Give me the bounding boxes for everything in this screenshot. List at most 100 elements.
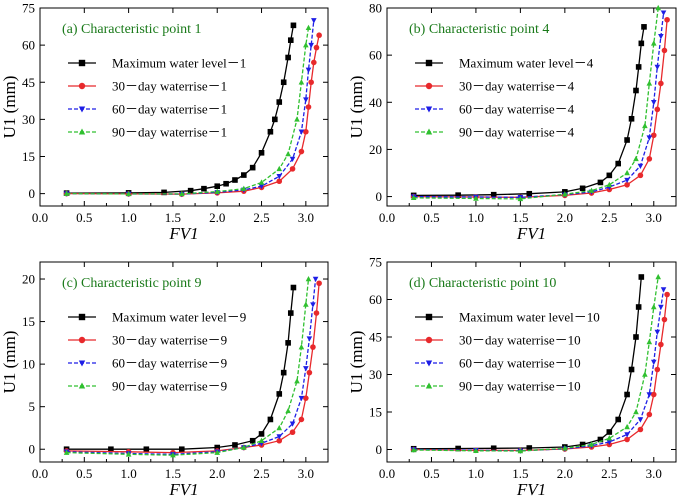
data-point [633, 408, 639, 415]
chart-panel-1: 0.0 0.5 1.0 1.5 2.0 2.5 3.0 0 15 30 45 60 75 FV1 U1 (m… [0, 1, 329, 243]
legend-entry: Maximum water level－1 [68, 56, 246, 71]
data-point [628, 366, 635, 373]
data-point [232, 177, 238, 183]
data-point [624, 436, 630, 443]
data-point [664, 291, 670, 298]
data-point [276, 391, 283, 397]
data-point [280, 369, 287, 376]
x-tick-label: 0.0 [32, 466, 48, 481]
data-point [316, 32, 322, 39]
plot-frame [39, 261, 329, 463]
y-tick-label: 15 [22, 149, 35, 164]
panel-title: (c) Characteristic point 9 [62, 276, 202, 291]
x-tick-label: 2.5 [601, 210, 617, 225]
series-line [66, 287, 295, 450]
x-tick-label: 2.5 [253, 210, 269, 225]
data-point [660, 287, 667, 293]
legend-entry: 60－day waterrise－9 [68, 356, 227, 371]
y-tick-label: 60 [369, 48, 382, 63]
legend-entry: 30－day waterrise－1 [68, 79, 227, 94]
legend-marker [78, 336, 86, 344]
data-point [588, 187, 595, 193]
data-point [624, 169, 630, 176]
panel-title: (a) Characteristic point 1 [62, 22, 202, 37]
y-axis-label: U1 (mm) [347, 331, 366, 394]
y-tick-label: 15 [22, 314, 35, 329]
data-point [615, 416, 621, 423]
series-line [66, 25, 295, 194]
data-point [161, 189, 167, 196]
legend-entry: 90－day waterrise－4 [415, 125, 575, 140]
x-tick-label: 1.5 [512, 210, 528, 225]
data-point [285, 407, 291, 414]
data-point [637, 172, 644, 179]
data-point [633, 334, 639, 340]
data-point [624, 181, 630, 188]
data-point [214, 183, 221, 189]
y-tick-label: 20 [22, 272, 35, 287]
data-point [298, 129, 305, 135]
data-point [526, 445, 533, 451]
data-point [241, 172, 247, 178]
data-point [214, 449, 221, 455]
data-point [290, 284, 297, 291]
data-point [654, 366, 661, 373]
data-point [526, 190, 533, 197]
data-point [249, 164, 256, 171]
legend-label: 30－day waterrise－1 [112, 79, 227, 94]
legend-entry: 90－day waterrise－10 [415, 379, 581, 394]
x-tick-label: 0.0 [32, 210, 48, 225]
data-point [214, 188, 221, 194]
chart-panel-3: 0.0 0.5 1.0 1.5 2.0 2.5 3.0 0 5 10 15 20 FV1 U1 (mm) (… [0, 261, 329, 497]
data-point [298, 148, 305, 155]
data-point [646, 338, 653, 345]
legend-entry: 60－day waterrise－1 [68, 102, 227, 117]
data-point [660, 10, 667, 16]
plot-frame [386, 261, 677, 463]
data-point [310, 344, 316, 350]
legend-label: 60－day waterrise－1 [112, 102, 227, 117]
y-tick-label: 60 [22, 38, 35, 53]
data-point [650, 100, 657, 106]
data-point [305, 67, 312, 73]
legend-marker [425, 128, 433, 135]
data-point [276, 165, 283, 172]
legend-marker [78, 59, 86, 67]
x-tick-label: 2.5 [253, 466, 269, 481]
data-point [650, 391, 657, 398]
data-point [624, 423, 630, 430]
y-tick-label: 45 [22, 75, 35, 90]
data-point [606, 181, 613, 188]
data-point [637, 163, 644, 170]
legend-marker [78, 82, 86, 90]
legend-marker [425, 313, 433, 321]
x-tick-label: 3.0 [298, 210, 314, 225]
data-point [579, 185, 586, 192]
legend-entry: 90－day waterrise－9 [68, 379, 227, 394]
panel-title: (b) Characteristic point 4 [409, 22, 549, 37]
data-point [311, 59, 317, 66]
data-point [579, 441, 586, 448]
x-tick-label: 1.5 [512, 466, 528, 481]
legend-entry: Maximum water level－4 [415, 56, 594, 71]
data-point [143, 446, 150, 453]
data-point [597, 179, 604, 186]
panel-title: (d) Characteristic point 10 [409, 276, 556, 291]
data-point [633, 87, 639, 94]
legend-label: 60－day waterrise－4 [459, 102, 575, 117]
legend-entry: Maximum water level－9 [68, 310, 246, 325]
series-4 [63, 24, 312, 197]
y-tick-label: 5 [29, 399, 36, 414]
data-point [241, 185, 247, 191]
legend-marker [78, 313, 86, 321]
data-point [285, 54, 291, 61]
chart-panel-4: 0.0 0.5 1.0 1.5 2.0 2.5 3.0 0 15 30 45 60 75 FV1 U1 (m… [347, 255, 677, 497]
data-point [303, 128, 309, 135]
data-point [658, 304, 664, 311]
data-point [287, 37, 294, 43]
x-tick-label: 3.0 [646, 466, 662, 481]
data-point [241, 444, 247, 450]
data-point [410, 194, 417, 200]
data-point [63, 190, 70, 196]
data-point [664, 16, 670, 23]
